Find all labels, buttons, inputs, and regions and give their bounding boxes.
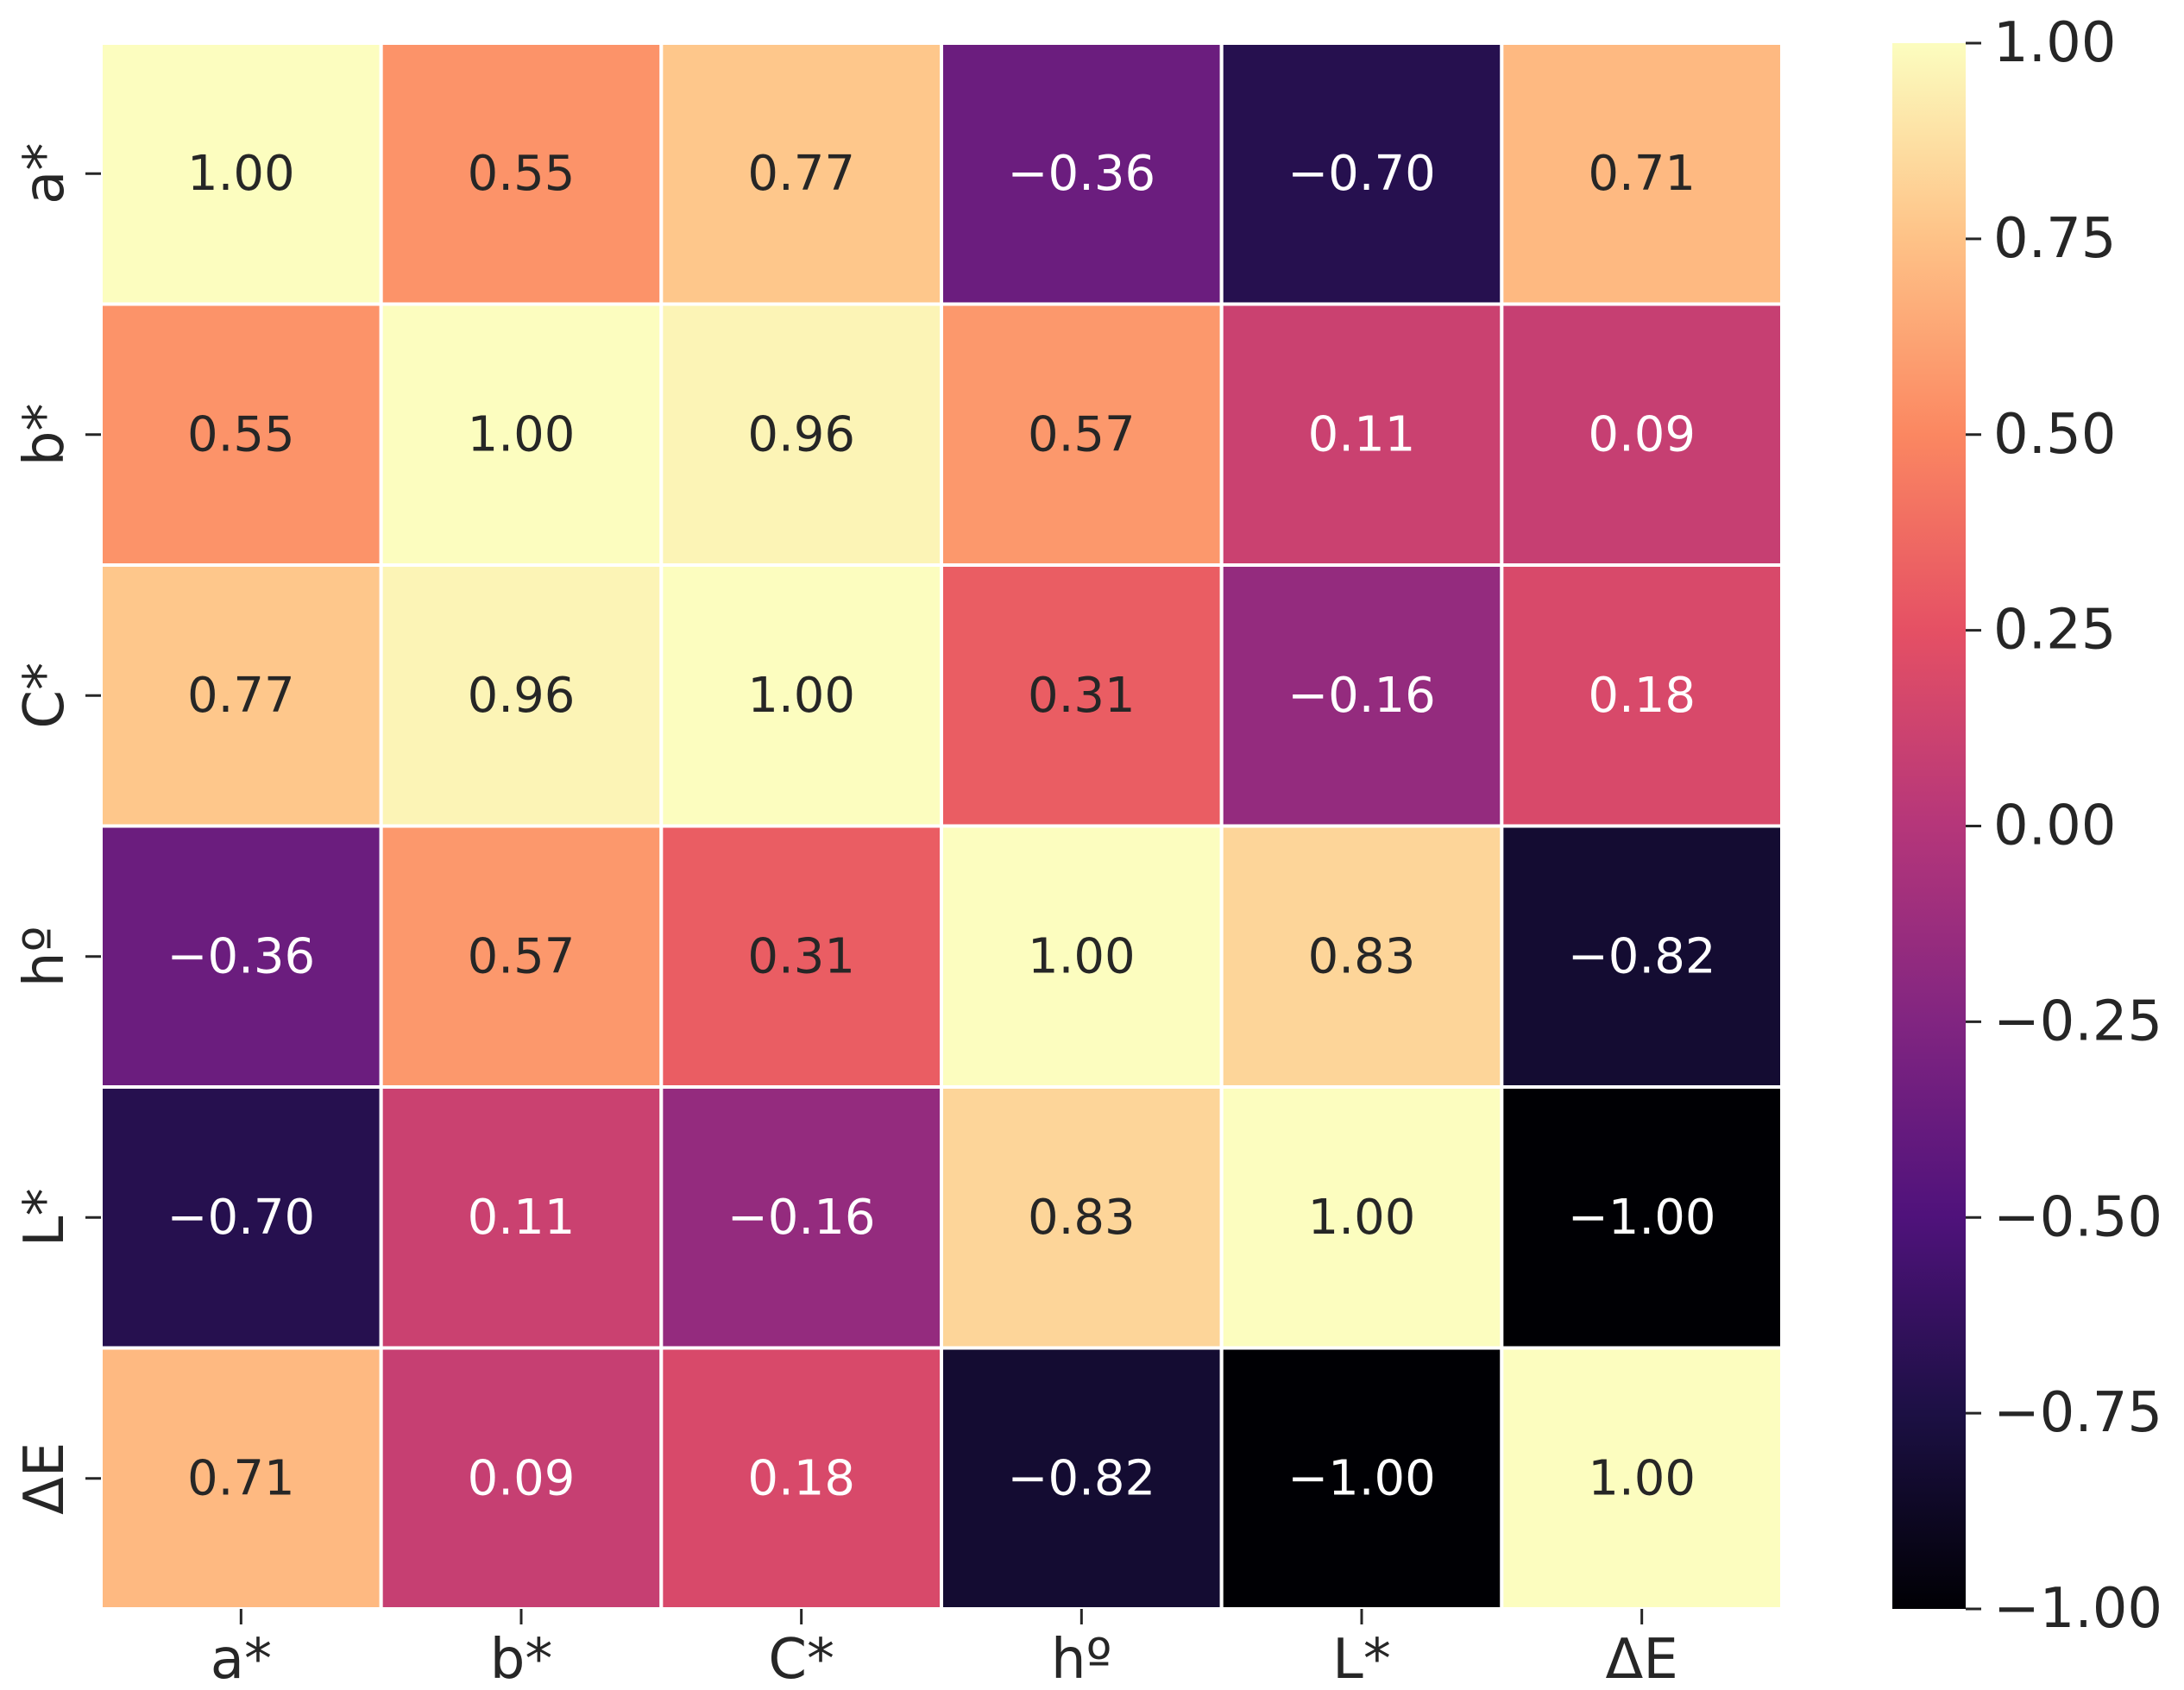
cell-value-label-r4-c5: −1.00 xyxy=(1568,1190,1716,1246)
heatmap-cell-r2-c1 xyxy=(379,563,664,828)
heatmap-cell-r2-c0 xyxy=(99,563,383,828)
cell-value-label-r3-c3: 1.00 xyxy=(1028,928,1136,984)
colorbar-tick-label-4: 0.00 xyxy=(1993,795,2117,858)
cell-value-label-r5-c1: 0.09 xyxy=(468,1450,576,1506)
x-tick-label-1: b* xyxy=(490,1628,553,1687)
cell-value-label-r2-c5: 0.18 xyxy=(1588,668,1696,724)
colorbar-tick-label-8: −1.00 xyxy=(1993,1577,2162,1641)
cell-value-label-r5-c2: 0.18 xyxy=(747,1450,855,1506)
cell-value-label-r0-c1: 0.55 xyxy=(468,146,576,202)
cell-value-label-r5-c3: −0.82 xyxy=(1008,1450,1156,1506)
colorbar-tick-label-0: 1.00 xyxy=(1993,11,2117,75)
heatmap-cell-r3-c5 xyxy=(1500,824,1784,1089)
heatmap-cell-r3-c2 xyxy=(659,824,943,1089)
cell-value-label-r1-c1: 1.00 xyxy=(468,406,576,462)
heatmap-cell-r3-c4 xyxy=(1219,824,1504,1089)
heatmap-cell-r1-c1 xyxy=(379,302,664,567)
heatmap-cell-r3-c0 xyxy=(99,824,383,1089)
x-tick-label-4: L* xyxy=(1332,1628,1391,1687)
heatmap-cell-r4-c5 xyxy=(1500,1085,1784,1350)
heatmap-cell-r2-c3 xyxy=(940,563,1224,828)
heatmap-cell-labels: 1.00 0.55 0.77 −0.36 −0.70 0.71 0.55 1.00 0.96 0.… xyxy=(167,146,1716,1507)
heatmap-cell-r4-c3 xyxy=(940,1085,1224,1350)
cell-value-label-r3-c0: −0.36 xyxy=(167,928,316,984)
x-tick-label-2: C* xyxy=(768,1628,834,1687)
colorbar-tick-label-1: 0.75 xyxy=(1993,207,2117,271)
heatmap-cell-r5-c0 xyxy=(99,1346,383,1611)
cell-value-label-r3-c5: −0.82 xyxy=(1568,928,1716,984)
cell-value-label-r2-c2: 1.00 xyxy=(747,668,855,724)
x-tick-label-5: ΔE xyxy=(1606,1628,1678,1687)
cell-value-label-r1-c4: 0.11 xyxy=(1308,406,1416,462)
y-tick-label-1: b* xyxy=(13,403,77,466)
cell-value-label-r3-c2: 0.31 xyxy=(747,928,855,984)
cell-value-label-r4-c4: 1.00 xyxy=(1308,1190,1416,1246)
heatmap-cell-r1-c3 xyxy=(940,302,1224,567)
heatmap-cell-r0-c2 xyxy=(659,41,943,306)
cell-value-label-r2-c3: 0.31 xyxy=(1028,668,1136,724)
heatmap-cell-r4-c2 xyxy=(659,1085,943,1350)
cell-value-label-r0-c3: −0.36 xyxy=(1008,146,1156,202)
cell-value-label-r0-c4: −0.70 xyxy=(1287,146,1436,202)
heatmap-cell-r4-c0 xyxy=(99,1085,383,1350)
cell-value-label-r3-c4: 0.83 xyxy=(1308,928,1416,984)
colorbar-tick-label-6: −0.50 xyxy=(1993,1185,2162,1249)
cell-value-label-r4-c2: −0.16 xyxy=(727,1190,876,1246)
cell-value-label-r4-c1: 0.11 xyxy=(468,1190,576,1246)
cell-value-label-r0-c5: 0.71 xyxy=(1588,146,1696,202)
heatmap-cell-r0-c3 xyxy=(940,41,1224,306)
cell-value-label-r2-c4: −0.16 xyxy=(1287,668,1436,724)
heatmap-cell-r0-c5 xyxy=(1500,41,1784,306)
cell-value-label-r1-c0: 0.55 xyxy=(187,406,295,462)
heatmap-cell-r5-c4 xyxy=(1219,1346,1504,1611)
y-tick-label-4: L* xyxy=(13,1188,77,1247)
heatmap-cell-r2-c4 xyxy=(1219,563,1504,828)
x-tick-label-0: a* xyxy=(211,1628,272,1687)
cell-value-label-r1-c3: 0.57 xyxy=(1028,406,1136,462)
cell-value-label-r2-c0: 0.77 xyxy=(187,668,295,724)
cell-value-label-r3-c1: 0.57 xyxy=(468,928,576,984)
heatmap-cells xyxy=(99,41,1784,1611)
y-tick-label-5: ΔE xyxy=(13,1442,77,1515)
cell-value-label-r2-c1: 0.96 xyxy=(468,668,576,724)
colorbar-gradient xyxy=(1892,43,1966,1609)
heatmap-cell-r3-c3 xyxy=(940,824,1224,1089)
heatmap-cell-r2-c5 xyxy=(1500,563,1784,828)
y-tick-label-3: hº xyxy=(13,926,77,987)
y-tick-label-0: a* xyxy=(13,143,77,204)
colorbar-tick-label-2: 0.50 xyxy=(1993,403,2117,467)
colorbar xyxy=(1892,43,1966,1609)
x-axis: a* b* C* hº L* ΔE xyxy=(211,1609,1678,1690)
cell-value-label-r1-c5: 0.09 xyxy=(1588,406,1696,462)
cell-value-label-r1-c2: 0.96 xyxy=(747,406,855,462)
y-tick-label-2: C* xyxy=(13,663,77,729)
cell-value-label-r0-c0: 1.00 xyxy=(187,146,295,202)
cell-value-label-r5-c0: 0.71 xyxy=(187,1450,295,1506)
heatmap-cell-r0-c4 xyxy=(1219,41,1504,306)
colorbar-ticks: 1.00 0.75 0.50 0.25 0.00 −0.25 −0.50 −0.75 −1.00 xyxy=(1966,11,2162,1641)
cell-value-label-r5-c4: −1.00 xyxy=(1287,1450,1436,1506)
colorbar-tick-label-3: 0.25 xyxy=(1993,599,2117,663)
cell-value-label-r5-c5: 1.00 xyxy=(1588,1450,1696,1506)
cell-value-label-r4-c0: −0.70 xyxy=(167,1190,316,1246)
colorbar-tick-label-7: −0.75 xyxy=(1993,1381,2162,1445)
y-axis: a* b* C* hº L* ΔE xyxy=(13,143,101,1515)
heatmap-cell-r5-c5 xyxy=(1500,1346,1784,1611)
heatmap-cell-r0-c0 xyxy=(99,41,383,306)
heatmap-cell-r1-c5 xyxy=(1500,302,1784,567)
heatmap-cell-r3-c1 xyxy=(379,824,664,1089)
heatmap-cell-r4-c4 xyxy=(1219,1085,1504,1350)
cell-value-label-r0-c2: 0.77 xyxy=(747,146,855,202)
colorbar-tick-label-5: −0.25 xyxy=(1993,989,2162,1053)
cell-value-label-r4-c3: 0.83 xyxy=(1028,1190,1136,1246)
heatmap-cell-r0-c1 xyxy=(379,41,664,306)
x-tick-label-3: hº xyxy=(1051,1628,1112,1687)
